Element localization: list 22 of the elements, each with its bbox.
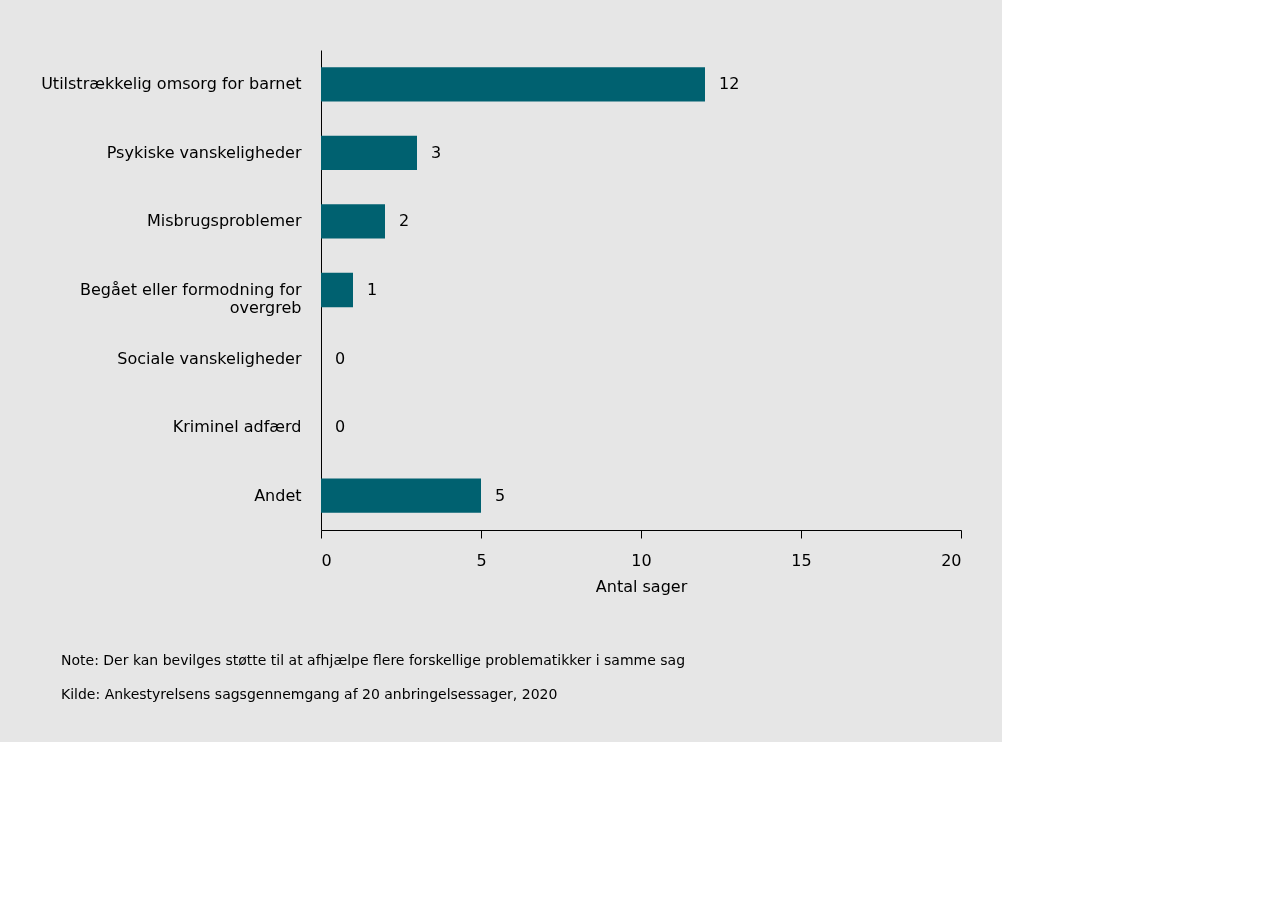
- text: Kilde: Ankestyrelsens sagsgennemgang af 20 anbringelsessager, 2020: [61, 686, 558, 702]
- data-label: 5: [495, 485, 506, 505]
- x-axis-title: Antal sager: [595, 576, 688, 596]
- y-tick-label: Utilstrækkelig omsorg for barnet: [41, 74, 302, 94]
- y-tick-label: Begået eller formodning for overgreb: [80, 280, 302, 317]
- data-label: 12: [719, 74, 740, 94]
- data-label: 0: [335, 348, 346, 368]
- x-tick-label: 5: [476, 550, 487, 570]
- y-tick-label: Kriminel adfærd: [172, 417, 302, 437]
- x-tick-label: 15: [791, 550, 812, 570]
- y-tick-label: Andet: [254, 485, 302, 505]
- x-tick-label: 10: [631, 550, 652, 570]
- y-tick-label: Sociale vanskeligheder: [117, 348, 302, 368]
- data-label: 2: [399, 211, 410, 231]
- data-label: 1: [367, 280, 378, 299]
- data-label: 0: [335, 417, 346, 437]
- x-tick-label: 0: [321, 550, 332, 570]
- text: Note: Der kan bevilges støtte til at afhjælpe flere forskellige problematikker i samme sag: [61, 652, 686, 668]
- data-label: 3: [431, 142, 442, 162]
- y-tick-label: Misbrugsproblemer: [146, 211, 302, 231]
- x-tick-label: 20: [941, 550, 962, 570]
- y-tick-label: Psykiske vanskeligheder: [106, 142, 302, 162]
